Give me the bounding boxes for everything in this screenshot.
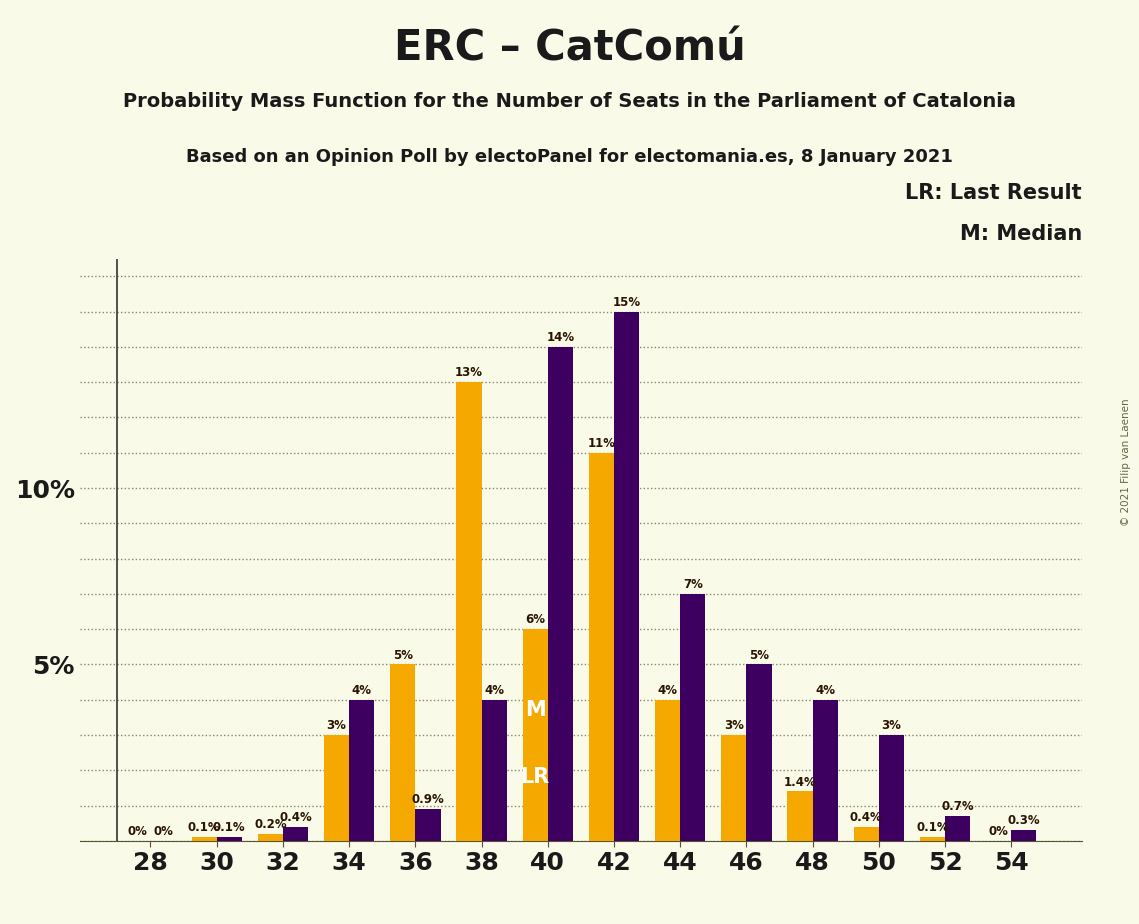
Text: Probability Mass Function for the Number of Seats in the Parliament of Catalonia: Probability Mass Function for the Number… [123,92,1016,112]
Bar [746,664,771,841]
Text: 0.1%: 0.1% [188,821,221,834]
Text: LR: Last Result: LR: Last Result [906,183,1082,203]
Bar [1011,831,1036,841]
Bar [879,735,904,841]
Bar [216,837,241,841]
Text: 3%: 3% [724,719,744,732]
Text: 11%: 11% [588,437,615,450]
Text: 0%: 0% [128,825,148,838]
Bar [257,833,282,841]
Text: 3%: 3% [882,719,901,732]
Bar [523,629,548,841]
Bar [920,837,945,841]
Text: Based on an Opinion Poll by electoPanel for electomania.es, 8 January 2021: Based on an Opinion Poll by electoPanel … [186,148,953,165]
Text: 7%: 7% [683,578,703,591]
Text: 0.1%: 0.1% [213,821,246,834]
Text: 4%: 4% [352,684,371,697]
Bar [191,837,216,841]
Text: 0.3%: 0.3% [1008,814,1040,827]
Bar [721,735,746,841]
Bar [350,699,375,841]
Text: 14%: 14% [547,331,574,344]
Bar [416,809,441,841]
Text: LR: LR [521,767,550,787]
Text: 0.2%: 0.2% [254,818,287,831]
Text: 4%: 4% [484,684,505,697]
Text: © 2021 Filip van Laenen: © 2021 Filip van Laenen [1121,398,1131,526]
Bar [945,816,970,841]
Text: 5%: 5% [749,649,769,662]
Bar [854,827,879,841]
Text: ERC – CatComú: ERC – CatComú [394,28,745,69]
Bar [680,594,705,841]
Bar [391,664,416,841]
Text: 0.4%: 0.4% [850,811,883,824]
Text: 4%: 4% [816,684,835,697]
Text: 5%: 5% [393,649,412,662]
Text: 0%: 0% [153,825,173,838]
Text: M: M [525,699,546,720]
Bar [787,792,812,841]
Text: 0.7%: 0.7% [941,800,974,813]
Bar [323,735,350,841]
Text: 6%: 6% [525,614,546,626]
Text: 0.9%: 0.9% [411,794,444,807]
Bar [457,383,482,841]
Bar [482,699,507,841]
Text: 0.4%: 0.4% [279,811,312,824]
Bar [614,311,639,841]
Bar [548,346,573,841]
Text: 3%: 3% [327,719,346,732]
Text: 0.1%: 0.1% [916,821,949,834]
Text: 13%: 13% [454,367,483,380]
Text: 4%: 4% [657,684,678,697]
Text: M: Median: M: Median [960,224,1082,244]
Text: 0%: 0% [989,825,1009,838]
Text: 1.4%: 1.4% [784,775,817,788]
Bar [282,827,308,841]
Bar [589,453,614,841]
Bar [655,699,680,841]
Bar [812,699,838,841]
Text: 15%: 15% [613,296,640,309]
